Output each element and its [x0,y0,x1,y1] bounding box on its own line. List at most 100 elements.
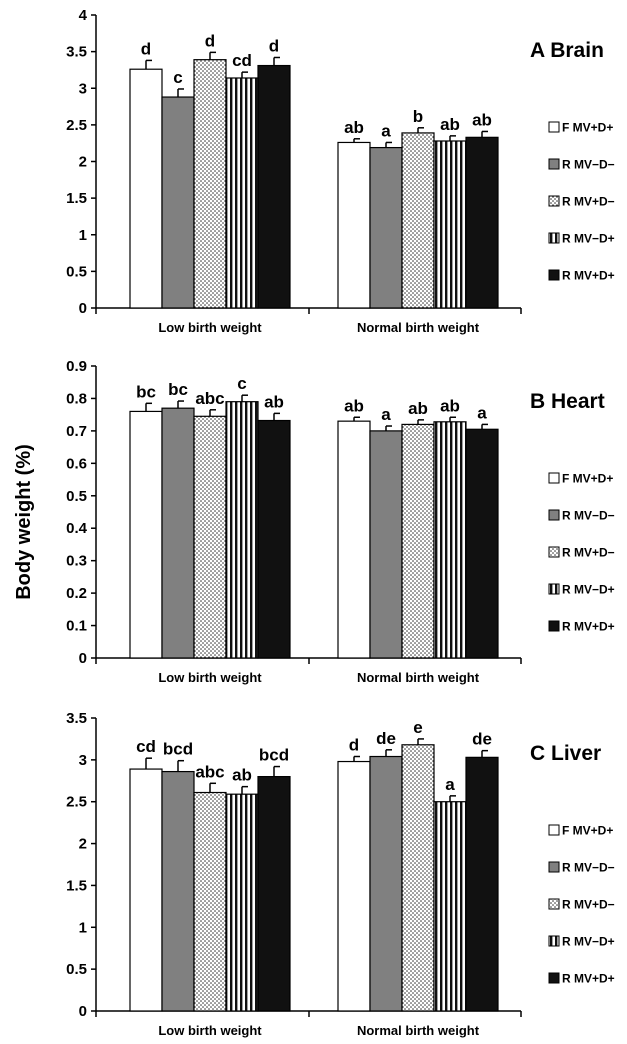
legend-swatch [548,935,560,947]
legend-label: F MV+D+ [562,472,613,486]
bar [129,68,163,309]
category-label: Normal birth weight [357,670,480,685]
y-tick-label: 0 [79,650,87,667]
legend-swatch [548,472,560,484]
bar [257,775,291,1012]
significance-label: ab [264,392,284,411]
y-tick-label: 0.4 [66,520,88,537]
significance-label: ab [440,396,460,415]
bar [161,407,195,659]
significance-label: bcd [259,746,289,765]
significance-label: cd [232,51,252,70]
legend-swatch [548,509,560,521]
legend-swatch [548,583,560,595]
bar [433,140,467,309]
significance-label: e [413,718,422,737]
legend-label: R MV−D− [562,158,615,172]
significance-label: de [472,730,492,749]
legend-swatch [548,195,560,207]
y-tick-label: 0 [79,1003,87,1020]
y-tick-label: 2 [79,836,87,853]
bar [257,419,291,659]
legend-label: F MV+D+ [562,824,613,838]
significance-label: cd [136,737,156,756]
legend-swatch [548,898,560,910]
bar [337,420,371,659]
significance-label: b [413,107,423,126]
y-tick-label: 0.6 [66,455,87,472]
legend-label: R MV−D+ [562,232,615,246]
bar [225,77,259,309]
category-label: Low birth weight [158,1023,262,1038]
bar [369,755,403,1012]
chart-panel-3: 0 0.5 1 1.5 2 2.5 3 3.5 Low birth weight Normal b… [66,710,615,1038]
legend-swatch [548,158,560,170]
significance-label: d [141,39,151,58]
bar [161,96,195,309]
bar [225,401,259,659]
bar [465,136,499,309]
legend-label: R MV+D− [562,195,615,209]
significance-label: ab [408,399,428,418]
y-tick-label: 0.3 [66,553,87,570]
bar [225,793,259,1012]
y-tick-label: 0.9 [66,358,87,375]
y-tick-label: 1 [79,227,87,244]
legend-swatch [548,121,560,133]
legend-label: R MV−D+ [562,935,615,949]
significance-label: c [237,374,246,393]
significance-label: a [477,403,487,422]
legend-swatch [548,824,560,836]
y-tick-label: 0.7 [66,423,87,440]
y-axis-label: Body weight (%) [13,444,35,600]
y-tick-label: 0.5 [66,488,87,505]
y-tick-label: 3 [79,80,87,97]
legend-swatch [548,620,560,632]
significance-label: bc [168,380,188,399]
y-tick-label: 0.2 [66,585,87,602]
legend-label: R MV−D− [562,509,615,523]
y-tick-label: 0.5 [66,961,87,978]
significance-label: a [381,121,391,140]
significance-label: d [205,31,215,50]
bar [465,428,499,659]
significance-label: ab [440,115,460,134]
y-tick-label: 0.1 [66,618,87,635]
significance-label: abc [195,762,224,781]
legend-swatch [548,546,560,558]
bar [401,744,435,1012]
bar [129,768,163,1012]
bar [193,791,227,1012]
y-tick-label: 3 [79,752,87,769]
panel-title: B Heart [530,390,605,413]
significance-label: de [376,729,396,748]
plots-layer: 0 0.5 1 1.5 2 2.5 3 3.5 4 Low birth weight Normal … [66,7,615,1038]
significance-label: a [381,405,391,424]
legend-swatch [548,232,560,244]
legend-label: R MV+D+ [562,620,615,634]
legend-swatch [548,269,560,281]
significance-label: d [269,36,279,55]
bar [401,423,435,659]
category-label: Normal birth weight [357,1023,480,1038]
bar [465,756,499,1012]
significance-label: bc [136,382,156,401]
bar [129,410,163,659]
bar [193,59,227,309]
y-tick-label: 2.5 [66,117,87,134]
bar [369,146,403,309]
legend-label: R MV+D+ [562,269,615,283]
bar [161,770,195,1012]
y-tick-label: 1 [79,919,87,936]
y-tick-label: 1.5 [66,190,87,207]
y-tick-label: 1.5 [66,877,87,894]
significance-label: d [349,736,359,755]
bar [401,132,435,309]
significance-label: c [173,68,182,87]
y-tick-label: 4 [79,7,88,24]
significance-label: ab [344,396,364,415]
significance-label: a [445,775,455,794]
y-tick-label: 2.5 [66,794,87,811]
legend-label: F MV+D+ [562,121,613,135]
bar [369,430,403,659]
